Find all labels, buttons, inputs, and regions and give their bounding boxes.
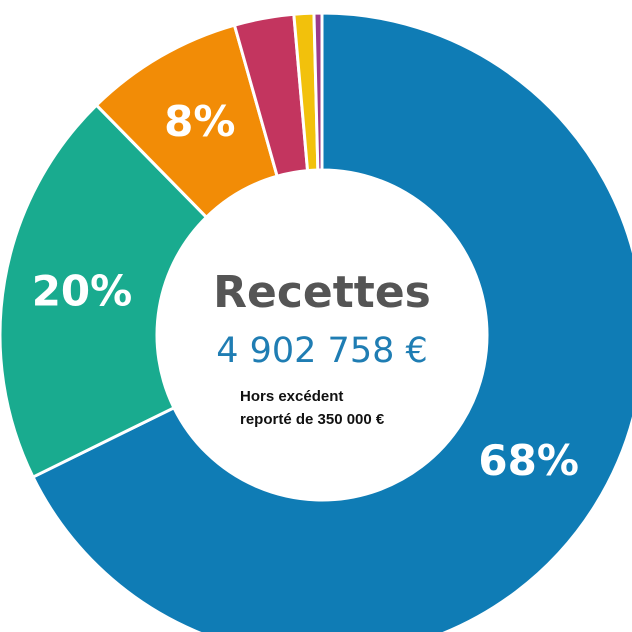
donut-slice-5 bbox=[312, 11, 324, 172]
donut-slice-1 bbox=[0, 103, 209, 480]
donut-slices bbox=[0, 11, 632, 632]
center-title: Recettes bbox=[213, 267, 431, 318]
slice-label-2: 8% bbox=[164, 97, 235, 146]
slice-labels: 68% 20% 8% bbox=[32, 97, 579, 485]
slice-label-0: 68% bbox=[478, 436, 579, 485]
center-amount: 4 902 758 € bbox=[216, 331, 428, 371]
donut-slice-0 bbox=[31, 11, 632, 632]
center-note-line1: Hors excédent bbox=[240, 388, 343, 405]
center-note-line2: reporté de 350 000 € bbox=[240, 411, 385, 428]
slice-label-1: 20% bbox=[32, 267, 133, 316]
